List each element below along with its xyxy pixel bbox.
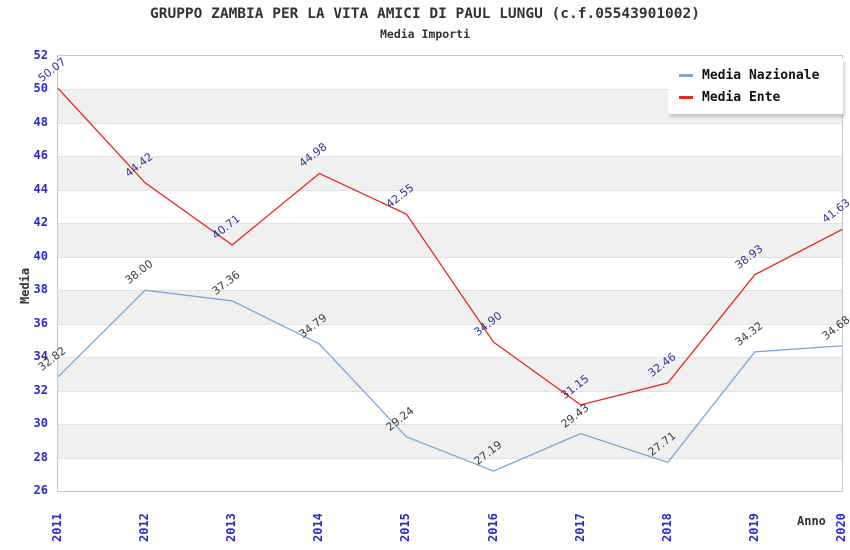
gridline — [58, 256, 842, 258]
series-plot — [58, 87, 842, 472]
legend-label-ente: Media Ente — [702, 90, 781, 105]
y-tick-label: 40 — [33, 248, 48, 263]
x-tick-label: 2017 — [572, 513, 587, 542]
legend-item-media-nazionale: Media Nazionale — [679, 68, 843, 83]
legend-line-swatch-nazionale — [679, 74, 693, 77]
gridline — [58, 390, 842, 392]
plot-area — [57, 55, 843, 492]
x-tick-label: 2013 — [224, 513, 239, 542]
y-tick-label: 34 — [33, 349, 48, 364]
series-line-media-ente — [58, 87, 842, 406]
y-tick-label: 46 — [33, 148, 48, 163]
y-tick-label: 44 — [33, 181, 48, 196]
gridline — [58, 357, 842, 359]
y-tick-label: 36 — [33, 315, 48, 330]
legend-item-media-ente: Media Ente — [679, 90, 843, 105]
x-tick-label: 2019 — [746, 513, 761, 542]
gridline — [58, 223, 842, 225]
gridline — [58, 89, 842, 91]
x-tick-label: 2020 — [834, 513, 848, 542]
chart-subtitle: Media Importi — [379, 27, 470, 41]
legend-label-nazionale: Media Nazionale — [702, 68, 820, 83]
gridline — [58, 156, 842, 158]
gridline — [58, 323, 842, 325]
grid-band — [58, 223, 842, 257]
grid-band — [58, 189, 842, 224]
x-tick-label: 2016 — [485, 513, 500, 542]
y-tick-label: 38 — [33, 282, 48, 297]
x-tick-label: 2014 — [311, 513, 326, 542]
grid-band — [58, 156, 842, 190]
gridline — [58, 424, 842, 426]
y-tick-label: 42 — [33, 215, 48, 230]
gridline — [58, 290, 842, 292]
gridline — [58, 122, 842, 124]
grid-band — [58, 357, 842, 391]
y-tick-label: 26 — [33, 483, 48, 497]
x-tick-label: 2015 — [398, 513, 413, 542]
x-tick-label: 2018 — [659, 513, 674, 542]
y-tick-label: 52 — [33, 48, 48, 62]
grid-band — [58, 457, 842, 491]
x-tick-label: 2012 — [137, 513, 152, 542]
y-tick-label: 48 — [33, 114, 48, 129]
y-tick-label: 50 — [33, 81, 48, 96]
chart-title: GRUPPO ZAMBIA PER LA VITA AMICI DI PAUL … — [150, 6, 700, 22]
series-line-media-nazionale — [58, 289, 842, 472]
y-tick-label: 32 — [33, 382, 48, 397]
grid-band — [58, 424, 842, 458]
gridline — [58, 457, 842, 459]
grid-band — [58, 256, 842, 291]
x-tick-label: 2011 — [50, 513, 64, 542]
grid-band — [58, 122, 842, 157]
y-tick-label: 30 — [33, 416, 48, 431]
gridline — [58, 189, 842, 191]
legend-line-swatch-ente — [679, 96, 693, 99]
y-tick-label: 28 — [33, 449, 48, 464]
x-axis-title: Anno — [797, 514, 826, 528]
legend: Media Nazionale Media Ente — [668, 59, 843, 114]
